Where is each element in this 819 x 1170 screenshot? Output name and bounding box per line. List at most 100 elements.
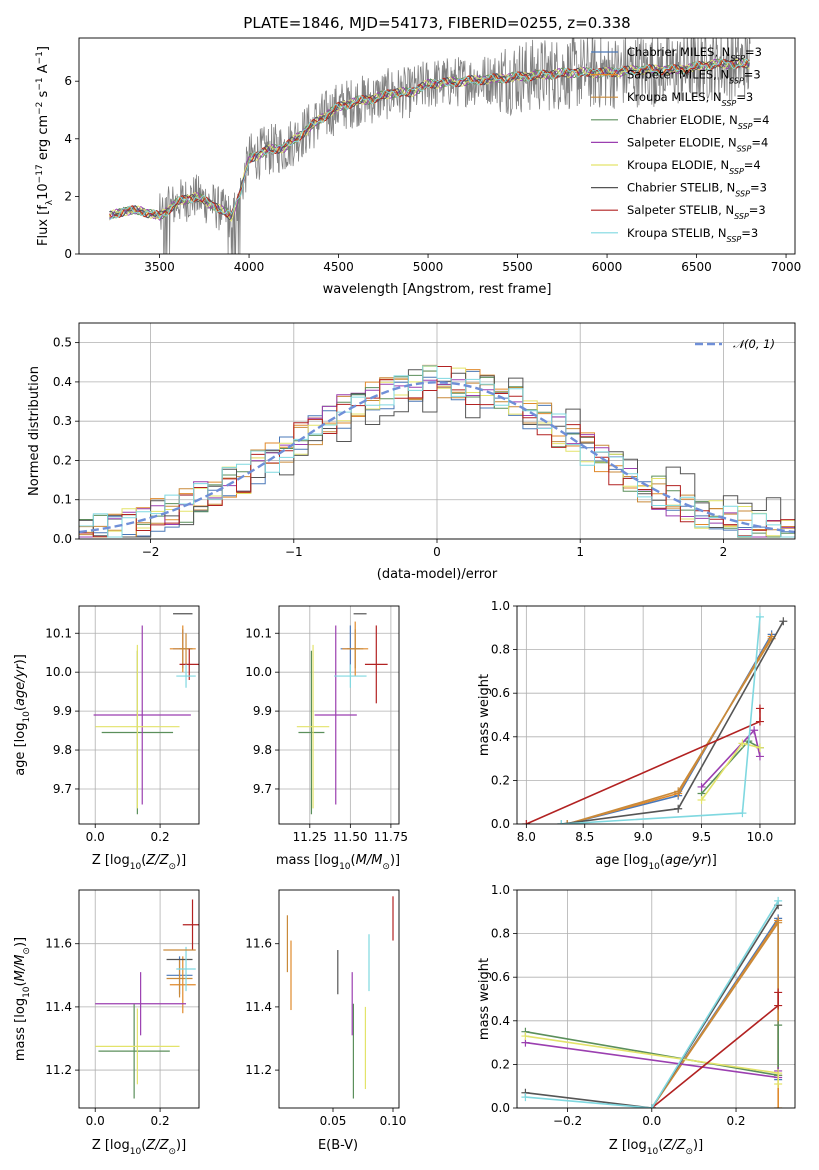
- x-axis-label: age [log10(age/yr)]: [595, 853, 717, 872]
- y-tick-label: 4: [64, 132, 72, 146]
- data-point: [522, 820, 531, 824]
- data-point: [774, 1080, 783, 1089]
- y-tick-label: 11.4: [245, 1000, 272, 1014]
- data-point: [557, 820, 566, 824]
- x-tick-label: 11.75: [374, 830, 408, 844]
- x-tick-label: 0.10: [380, 1114, 407, 1128]
- axes-frame: [78, 605, 200, 825]
- legend-entry: Kroupa MILES, NSSP=3: [627, 90, 753, 108]
- y-tick-label: 0.5: [53, 336, 72, 350]
- y-tick-label: 0.3: [53, 414, 72, 428]
- x-tick-label: −0.2: [553, 1114, 582, 1128]
- data-point: [774, 1021, 783, 1030]
- y-tick-label: 0.2: [491, 773, 510, 787]
- series-line: [525, 904, 779, 1108]
- axes-frame: [78, 322, 796, 540]
- normal-curve: [79, 381, 795, 534]
- model-line: [109, 58, 750, 223]
- legend-entry: Kroupa ELODIE, NSSP=4: [627, 158, 761, 176]
- histogram-step: [79, 365, 795, 538]
- y-tick-label: 0.6: [491, 686, 510, 700]
- y-tick-label: 11.6: [245, 937, 272, 951]
- x-tick-label: 4000: [234, 260, 265, 274]
- data-point: [755, 612, 764, 621]
- y-tick-label: 11.4: [45, 1000, 72, 1014]
- x-tick-label: 11.50: [333, 830, 367, 844]
- legend-entry: Chabrier STELIB, NSSP=3: [627, 181, 767, 199]
- y-tick-label: 0.4: [491, 730, 510, 744]
- legend-entry: Kroupa STELIB, NSSP=3: [627, 226, 758, 244]
- x-axis-label: Z [log10(Z/Z⊙)]: [92, 1138, 186, 1157]
- data-point: [774, 1104, 783, 1108]
- data-point: [774, 1069, 783, 1078]
- y-tick-label: 9.7: [53, 782, 72, 796]
- x-tick-label: 6000: [592, 260, 623, 274]
- x-axis-label: E(B-V): [318, 1138, 358, 1153]
- y-tick-label: 0.1: [53, 493, 72, 507]
- y-axis-label: Flux [fλ10−17 erg cm−2 s−1 A−1]: [35, 46, 55, 246]
- y-tick-label: 10.0: [45, 665, 72, 679]
- x-tick-label: 5500: [502, 260, 533, 274]
- x-tick-label: 2: [720, 545, 728, 559]
- y-tick-label: 0.0: [53, 532, 72, 546]
- y-tick-label: 2: [64, 189, 72, 203]
- y-tick-label: 9.7: [253, 782, 272, 796]
- x-tick-label: 0.2: [151, 830, 170, 844]
- y-tick-label: 9.9: [253, 704, 272, 718]
- x-tick-label: 8.5: [575, 830, 594, 844]
- axes-frame: [278, 605, 400, 825]
- legend-entry: Salpeter STELIB, NSSP=3: [627, 203, 766, 221]
- data-point: [738, 809, 747, 818]
- y-tick-label: 6: [64, 74, 72, 88]
- legend-entry: Salpeter MILES, NSSP=3: [627, 68, 761, 86]
- x-axis-label: Z [log10(Z/Z⊙)]: [609, 1138, 703, 1157]
- data-point: [774, 896, 783, 905]
- data-point: [774, 1001, 783, 1010]
- y-axis-label: mass weight: [477, 674, 492, 756]
- y-tick-label: 0.6: [491, 970, 510, 984]
- data-point: [750, 726, 759, 735]
- x-tick-label: −1: [285, 545, 303, 559]
- x-tick-label: 4500: [323, 260, 354, 274]
- data-point: [779, 617, 788, 626]
- y-tick-label: 9.8: [53, 743, 72, 757]
- x-tick-label: 0.0: [86, 830, 105, 844]
- series-line: [651, 992, 779, 1108]
- data-point: [774, 988, 783, 997]
- y-tick-label: 9.8: [253, 743, 272, 757]
- y-tick-label: 0.4: [491, 1014, 510, 1028]
- axes-frame: [516, 889, 796, 1109]
- legend-entry: Chabrier MILES, NSSP=3: [627, 45, 762, 63]
- x-axis-label: Z [log10(Z/Z⊙)]: [92, 853, 186, 872]
- y-tick-label: 0.4: [53, 375, 72, 389]
- data-point: [647, 1104, 656, 1108]
- model-line: [109, 58, 750, 220]
- series-line: [525, 900, 779, 1108]
- y-tick-label: 1.0: [491, 883, 510, 897]
- chart-title: PLATE=1846, MJD=54173, FIBERID=0255, z=0…: [243, 14, 630, 32]
- x-tick-label: 0.05: [320, 1114, 347, 1128]
- y-tick-label: 0.0: [491, 1101, 510, 1115]
- y-tick-label: 0.8: [491, 927, 510, 941]
- x-tick-label: 0.2: [726, 1114, 745, 1128]
- series-line: [561, 616, 761, 824]
- x-tick-label: 0: [433, 545, 441, 559]
- x-tick-label: −2: [142, 545, 160, 559]
- y-tick-label: 11.2: [245, 1063, 272, 1077]
- y-tick-label: 10.1: [245, 626, 272, 640]
- data-point: [755, 717, 764, 726]
- x-tick-label: 11.25: [293, 830, 327, 844]
- axes-frame: [278, 889, 400, 1109]
- y-tick-label: 10.1: [45, 626, 72, 640]
- data-point: [521, 1093, 530, 1102]
- data-point: [674, 804, 683, 813]
- data-point: [738, 739, 747, 748]
- data-point: [755, 704, 764, 713]
- model-line: [109, 59, 750, 221]
- axes-frame: [78, 37, 796, 255]
- x-tick-label: 9.0: [634, 830, 653, 844]
- x-axis-label: wavelength [Angstrom, rest frame]: [323, 282, 552, 297]
- x-tick-label: 9.5: [692, 830, 711, 844]
- y-tick-label: 11.2: [45, 1063, 72, 1077]
- series-line: [651, 920, 779, 1108]
